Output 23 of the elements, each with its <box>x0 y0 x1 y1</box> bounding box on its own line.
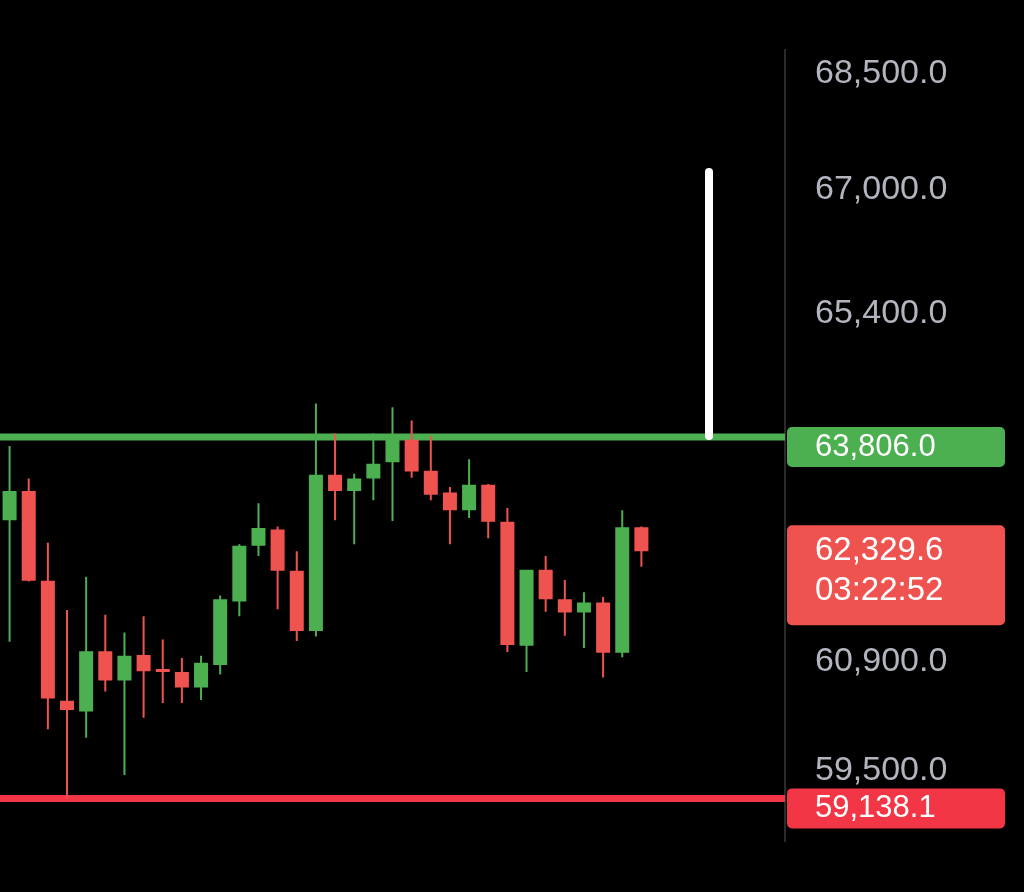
candlestick <box>576 592 591 649</box>
candlestick <box>136 616 151 718</box>
y-tick-label: 60,900.0 <box>815 640 948 679</box>
candlestick <box>557 579 572 636</box>
candlestick <box>2 446 17 642</box>
y-tick-label: 68,500.0 <box>815 52 948 90</box>
candlestick <box>98 614 113 692</box>
candlestick <box>174 658 189 704</box>
candlestick <box>251 503 266 556</box>
candlestick <box>442 487 457 545</box>
y-tick-label: 67,000.0 <box>815 168 948 207</box>
ref-line-label: 59,138.1 <box>815 788 936 824</box>
text: 03:22:52 <box>815 570 944 608</box>
candlestick <box>60 610 75 799</box>
candlestick <box>79 576 94 738</box>
y-tick-label: 65,400.0 <box>815 291 948 330</box>
y-tick-label: 59,500.0 <box>815 748 948 787</box>
candlestick <box>117 632 132 776</box>
candlestick <box>328 433 343 521</box>
candlestick <box>347 473 362 545</box>
ref-line-label: 63,806.0 <box>815 427 936 463</box>
candlestick <box>155 639 170 704</box>
text: 62,329.6 <box>815 530 944 568</box>
